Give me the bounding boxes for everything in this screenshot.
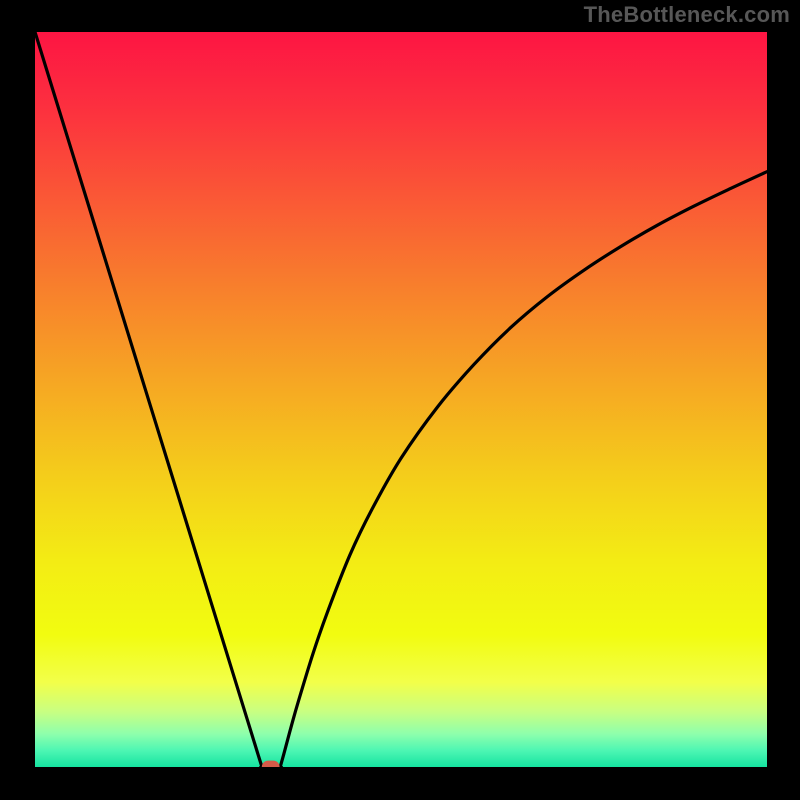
min-marker [262, 761, 279, 767]
chart-frame: TheBottleneck.com [0, 0, 800, 800]
gradient-chart-svg [35, 32, 767, 767]
plot-area [35, 32, 767, 767]
gradient-background [35, 32, 767, 767]
watermark-label: TheBottleneck.com [584, 2, 790, 28]
